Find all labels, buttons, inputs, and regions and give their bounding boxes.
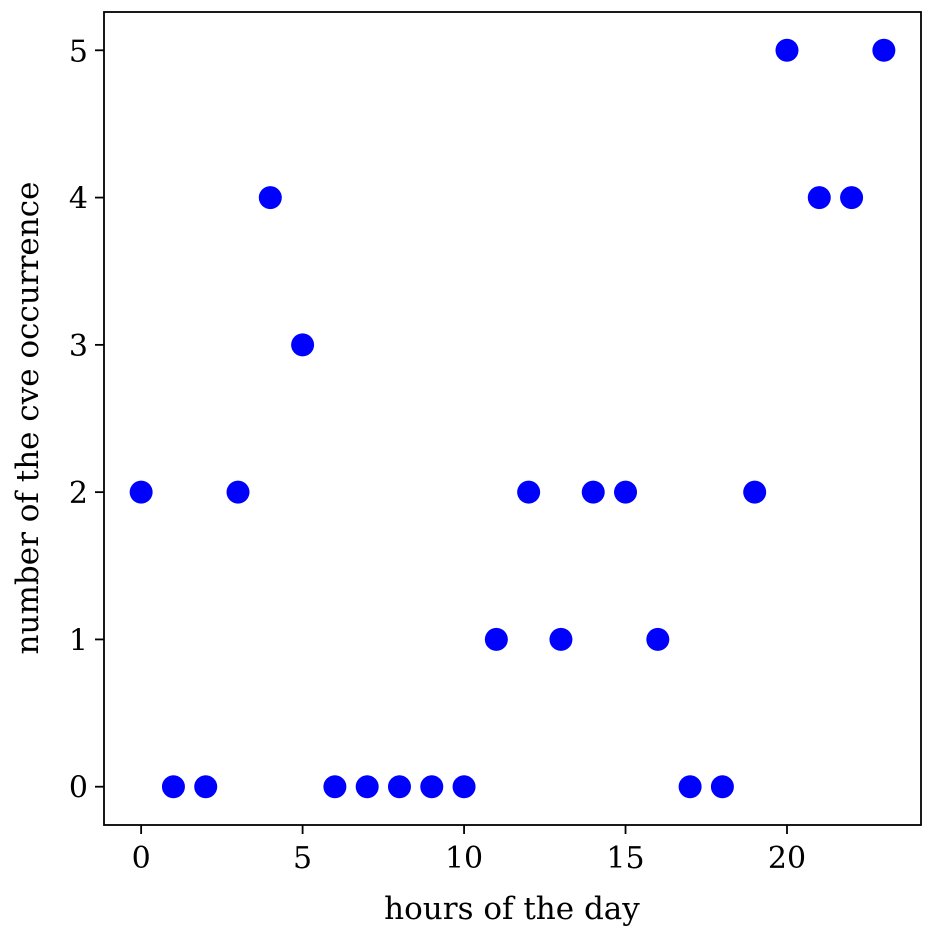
axis-ticks: 0 5 10 15 20 0 1 2 3 4 5 <box>69 34 806 876</box>
y-tick-label-4: 4 <box>69 182 88 217</box>
plot-frame <box>103 11 922 826</box>
x-tick-label-1: 5 <box>293 841 312 876</box>
y-tick-label-3: 3 <box>69 329 88 364</box>
data-point-2 <box>194 775 218 799</box>
data-point-13 <box>549 627 573 651</box>
data-point-4 <box>258 186 282 210</box>
data-point-0 <box>129 480 153 504</box>
data-point-9 <box>420 775 444 799</box>
y-axis-label: number of the cve occurrence <box>10 182 46 655</box>
x-axis-label: hours of the day <box>384 891 640 927</box>
data-point-3 <box>226 480 250 504</box>
y-tick-label-1: 1 <box>69 623 88 658</box>
data-point-17 <box>678 775 702 799</box>
data-point-22 <box>840 186 864 210</box>
x-tick-label-3: 15 <box>606 841 644 876</box>
data-point-19 <box>743 480 767 504</box>
data-point-20 <box>775 38 799 62</box>
data-point-6 <box>323 775 347 799</box>
data-point-12 <box>517 480 541 504</box>
data-point-18 <box>710 775 734 799</box>
x-tick-label-4: 20 <box>768 841 806 876</box>
data-point-23 <box>872 38 896 62</box>
data-point-21 <box>807 186 831 210</box>
x-tick-label-0: 0 <box>132 841 151 876</box>
y-tick-label-2: 2 <box>69 476 88 511</box>
data-point-10 <box>452 775 476 799</box>
data-point-14 <box>581 480 605 504</box>
x-tick-label-2: 10 <box>445 841 483 876</box>
data-point-7 <box>355 775 379 799</box>
data-point-8 <box>387 775 411 799</box>
data-points <box>129 38 896 799</box>
data-point-5 <box>291 333 315 357</box>
data-point-11 <box>484 627 508 651</box>
y-tick-label-0: 0 <box>69 771 88 806</box>
data-point-15 <box>614 480 638 504</box>
data-point-1 <box>161 775 185 799</box>
y-tick-label-5: 5 <box>69 34 88 69</box>
data-point-16 <box>646 627 670 651</box>
